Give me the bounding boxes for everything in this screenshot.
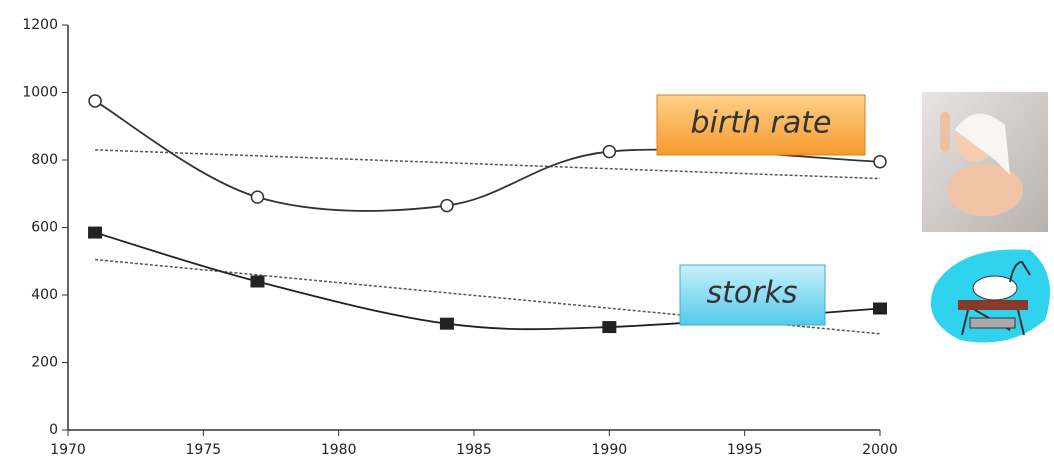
point — [440, 318, 454, 330]
point — [441, 200, 453, 212]
point — [602, 321, 616, 333]
point — [251, 191, 263, 203]
y-tick-label: 1200 — [22, 17, 58, 33]
x-tick-label: 1970 — [50, 442, 86, 458]
y-tick-label: 600 — [31, 220, 58, 236]
point — [89, 95, 101, 107]
x-tick-label: 1985 — [456, 442, 492, 458]
x-tick-label: 2000 — [862, 442, 898, 458]
x-tick-label: 1995 — [727, 442, 763, 458]
plot-area: 0 200 400 600 800 1000 1200 1970 1975 1980 1985 199… — [22, 17, 897, 458]
point — [603, 146, 615, 158]
legend: birth rate storks — [657, 95, 865, 325]
stork-icon — [931, 249, 1050, 342]
baby-picture — [922, 92, 1048, 232]
legend-label: birth rate — [691, 106, 832, 141]
chart: 0 200 400 600 800 1000 1200 1970 1975 1980 1985 199… — [0, 0, 1054, 460]
y-tick-label: 1000 — [22, 85, 58, 101]
point — [874, 156, 886, 168]
y-tick-label: 800 — [31, 152, 58, 168]
point — [873, 303, 887, 315]
y-tick-label: 200 — [31, 355, 58, 371]
y-tick-label: 0 — [49, 422, 58, 438]
y-tick-label: 400 — [31, 287, 58, 303]
x-tick-label: 1975 — [186, 442, 222, 458]
point — [88, 227, 102, 239]
legend-label: storks — [706, 276, 797, 311]
x-tick-label: 1980 — [321, 442, 357, 458]
point — [250, 276, 264, 288]
x-tick-label: 1990 — [592, 442, 628, 458]
